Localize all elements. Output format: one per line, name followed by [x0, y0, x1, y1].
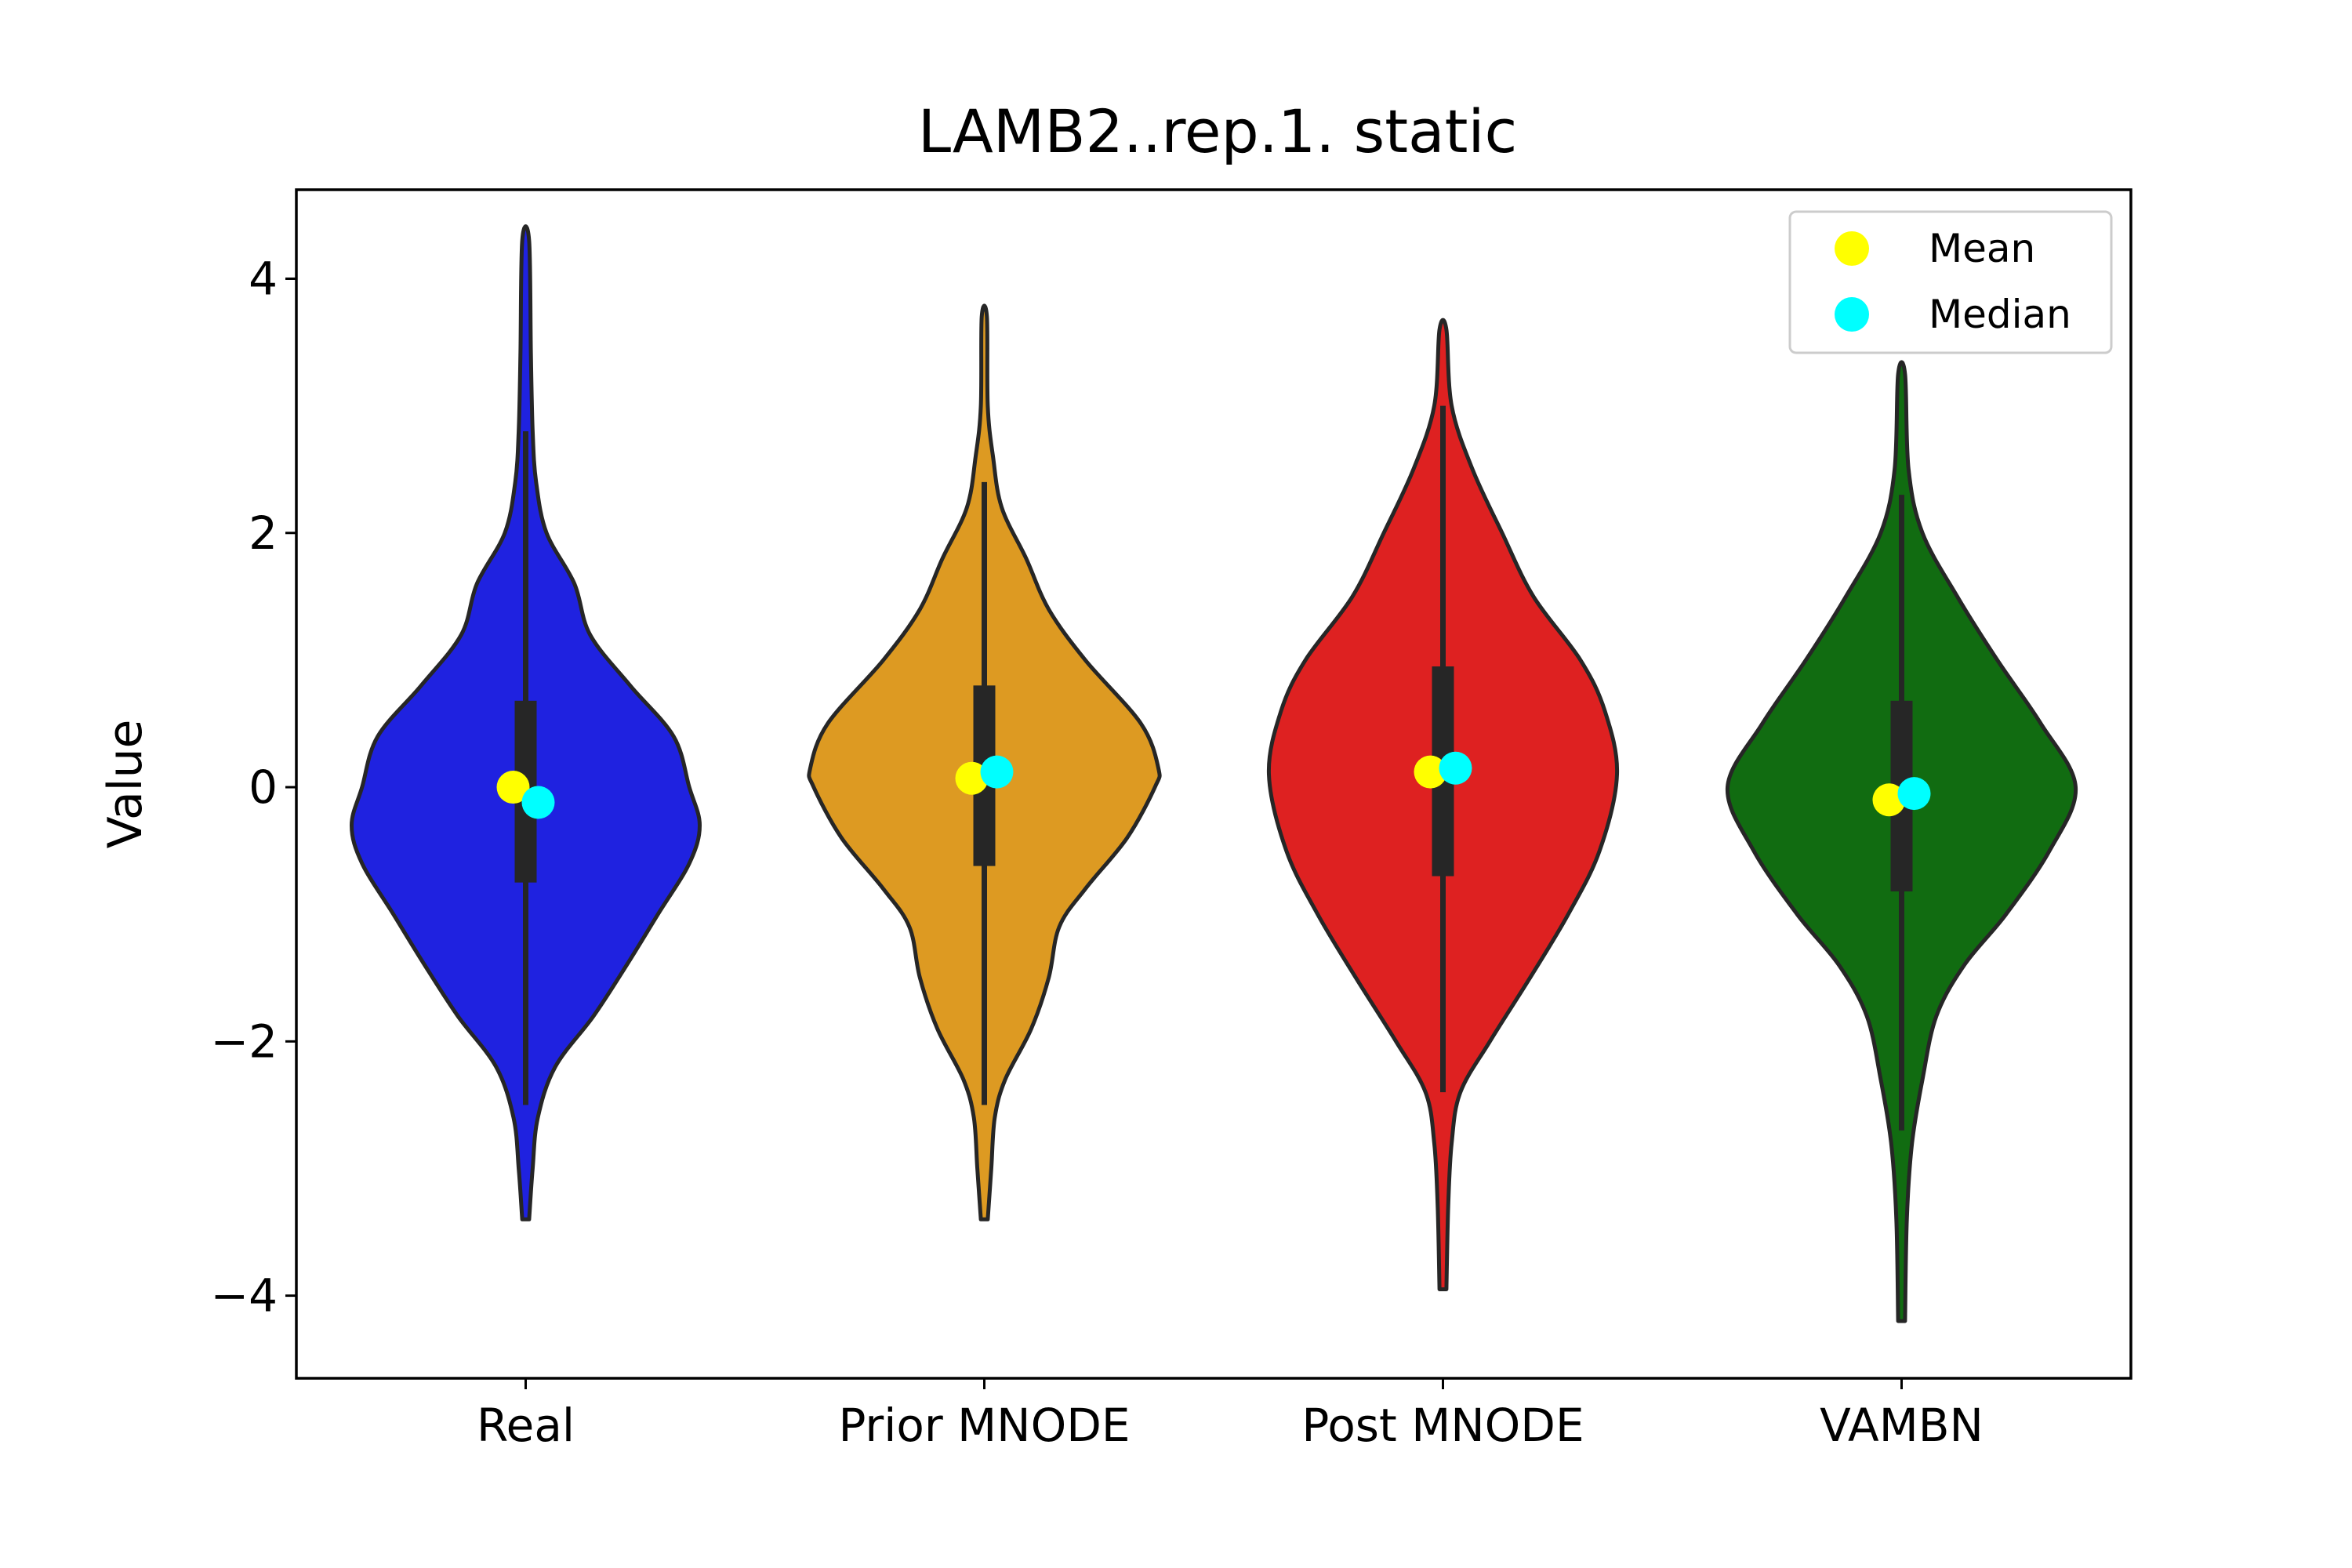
mean-point: [496, 771, 530, 804]
legend-marker: [1835, 231, 1869, 266]
median-point: [980, 755, 1014, 789]
chart-title: LAMB2..rep.1. static: [918, 96, 1518, 166]
x-tick-label: VAMBN: [1820, 1399, 1984, 1452]
median-point: [1897, 777, 1931, 811]
plot-area: 4 2 0 −2 −4 Real Prior MNODE Post MNODE VAMBN Mea…: [211, 188, 2132, 1452]
y-tick-label: −4: [211, 1269, 278, 1323]
x-tick-label: Post MNODE: [1301, 1399, 1584, 1452]
x-tick-label: Prior MNODE: [838, 1399, 1130, 1452]
median-point: [1439, 751, 1472, 785]
median-point: [521, 786, 555, 819]
y-tick-label: −2: [211, 1014, 278, 1068]
axes-frame: [295, 188, 2132, 1380]
mean-point: [1872, 783, 1906, 817]
legend-label: Mean: [1929, 226, 2035, 271]
legend-box: [1788, 210, 2113, 354]
legend-label: Median: [1929, 292, 2071, 337]
y-axis-label: Value: [98, 720, 153, 849]
mean-point: [955, 761, 989, 795]
y-tick-label: 4: [249, 252, 278, 305]
legend-marker: [1835, 297, 1869, 332]
mean-point: [1414, 755, 1447, 789]
y-tick-label: 0: [249, 760, 278, 814]
y-tick-label: 2: [249, 506, 278, 560]
x-tick-label: Real: [477, 1399, 575, 1452]
